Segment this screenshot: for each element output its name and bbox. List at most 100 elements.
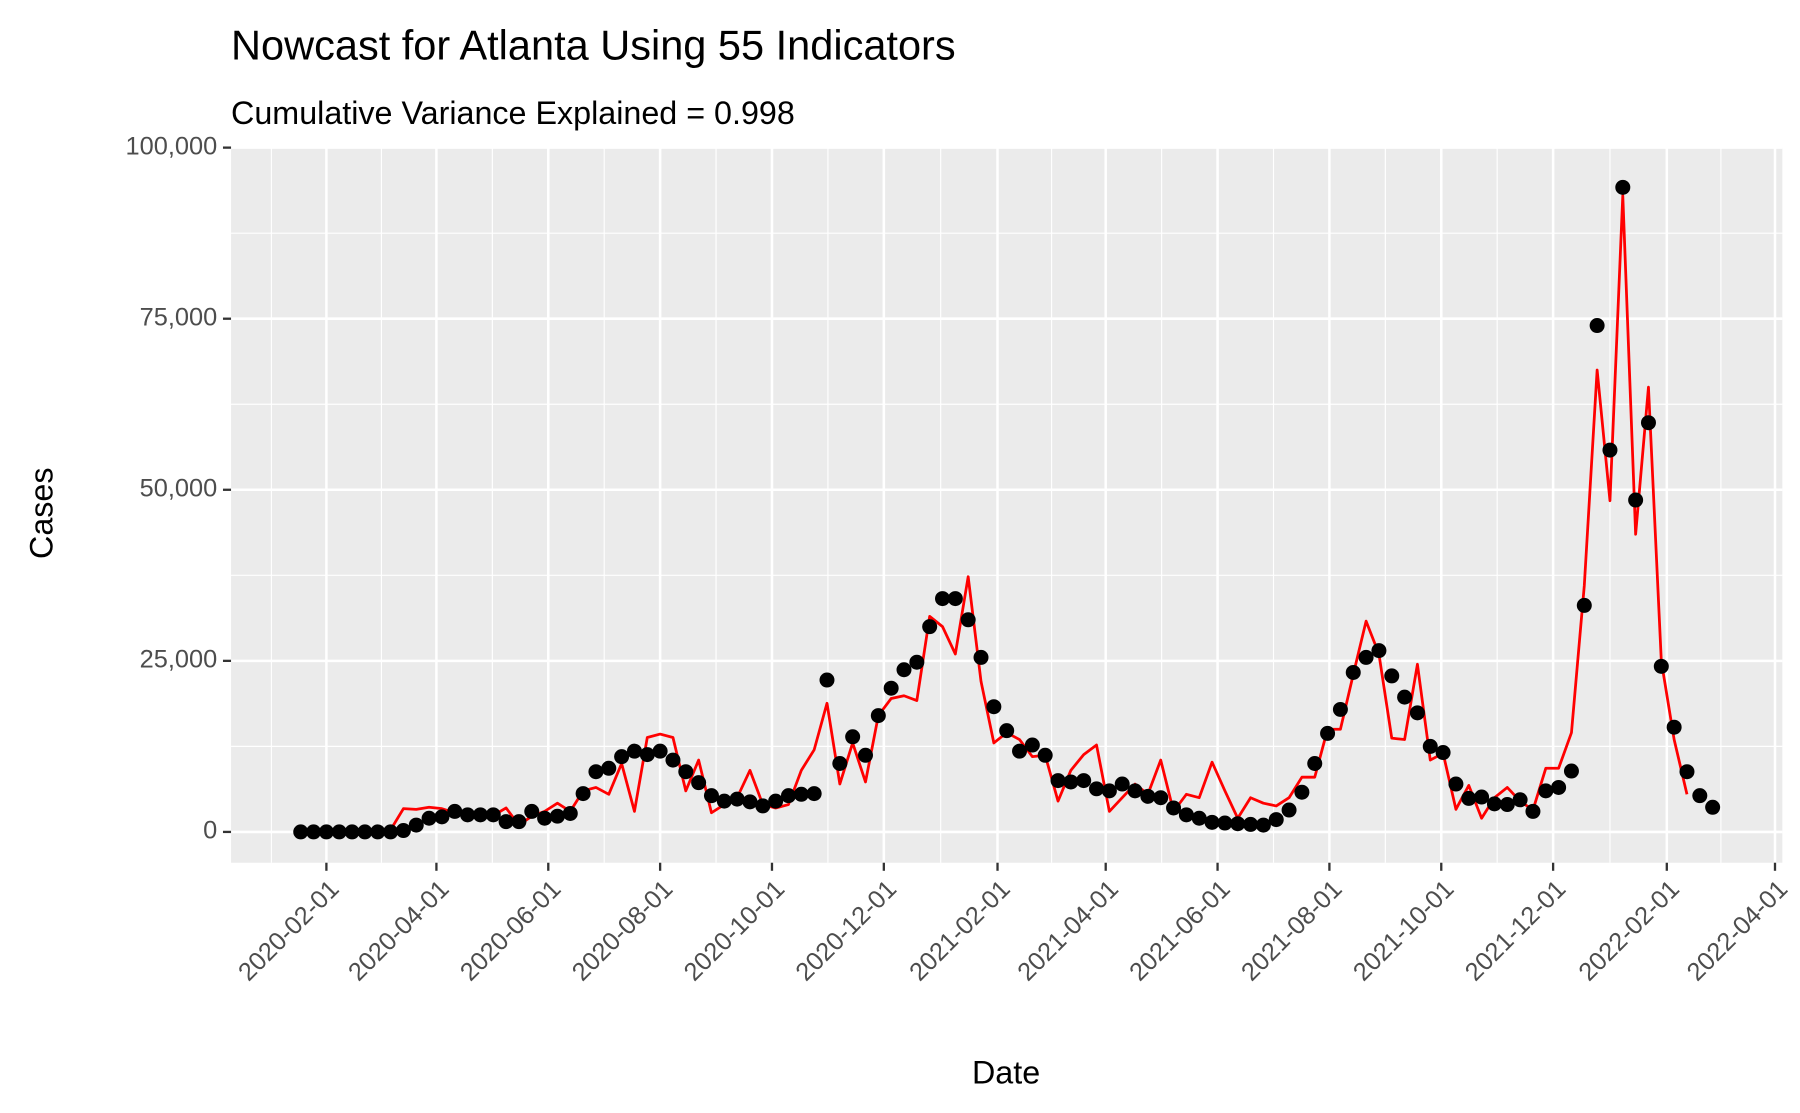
x-tick-label: 2020-06-01 — [455, 875, 567, 987]
data-point — [793, 786, 809, 802]
data-point — [344, 824, 360, 840]
y-tick-label: 100,000 — [126, 132, 218, 160]
data-point — [524, 803, 540, 819]
data-point — [832, 755, 848, 771]
data-point — [1448, 776, 1464, 792]
data-point — [1692, 788, 1708, 804]
data-point — [999, 723, 1015, 739]
data-point — [1538, 783, 1554, 799]
data-point — [716, 793, 732, 809]
data-point — [306, 824, 322, 840]
x-tick-label: 2021-06-01 — [1124, 875, 1236, 987]
data-point — [768, 793, 784, 809]
data-point — [1422, 738, 1438, 754]
data-point — [549, 808, 565, 824]
data-point — [1255, 817, 1271, 833]
data-point — [1127, 783, 1143, 799]
data-point — [1615, 179, 1631, 195]
data-point — [1589, 318, 1605, 334]
data-point — [1705, 799, 1721, 815]
data-point — [652, 743, 668, 759]
data-point — [1050, 773, 1066, 789]
data-point — [498, 814, 514, 830]
data-point — [1653, 658, 1669, 674]
data-point — [1063, 774, 1079, 790]
data-point — [1114, 776, 1130, 792]
data-point — [1166, 800, 1182, 816]
x-tick-label: 2020-02-01 — [233, 875, 345, 987]
x-tick-label: 2020-12-01 — [791, 875, 903, 987]
data-point — [447, 803, 463, 819]
y-tick-label: 25,000 — [140, 646, 218, 674]
data-point — [1332, 701, 1348, 717]
x-tick-label: 2021-08-01 — [1236, 875, 1348, 987]
data-point — [383, 824, 399, 840]
data-point — [1525, 803, 1541, 819]
data-point — [626, 743, 642, 759]
data-point — [1281, 802, 1297, 818]
data-point — [1474, 789, 1490, 805]
data-point — [318, 824, 334, 840]
data-point — [1461, 790, 1477, 806]
x-tick-label: 2020-10-01 — [679, 875, 791, 987]
y-tick-label: 50,000 — [140, 474, 218, 502]
data-point — [1178, 807, 1194, 823]
data-point — [1089, 781, 1105, 797]
data-point — [1602, 442, 1618, 458]
data-point — [1307, 755, 1323, 771]
data-point — [1268, 812, 1284, 828]
data-point — [1101, 783, 1117, 799]
data-point — [1551, 779, 1567, 795]
data-point — [755, 798, 771, 814]
data-point — [1384, 668, 1400, 684]
chart-title: Nowcast for Atlanta Using 55 Indicators — [231, 21, 956, 68]
chart-subtitle: Cumulative Variance Explained = 0.998 — [231, 95, 795, 131]
data-point — [960, 612, 976, 628]
data-point — [460, 807, 476, 823]
data-point — [1679, 764, 1695, 780]
data-point — [562, 805, 578, 821]
data-point — [370, 824, 386, 840]
data-point — [1037, 747, 1053, 763]
data-point — [1153, 790, 1169, 806]
x-axis-title: Date — [972, 1054, 1040, 1090]
data-point — [511, 814, 527, 830]
y-tick-label: 0 — [203, 817, 217, 845]
data-point — [614, 749, 630, 765]
data-point — [1345, 664, 1361, 680]
data-point — [806, 786, 822, 802]
data-point — [472, 807, 488, 823]
data-point — [1024, 737, 1040, 753]
data-point — [742, 794, 758, 810]
data-point — [1294, 784, 1310, 800]
data-point — [870, 708, 886, 724]
data-point — [1576, 597, 1592, 613]
data-point — [1204, 814, 1220, 830]
data-point — [1230, 816, 1246, 832]
x-tick-label: 2020-08-01 — [567, 875, 679, 987]
x-tick-label: 2021-04-01 — [1012, 875, 1124, 987]
data-point — [1666, 719, 1682, 735]
x-tick-label: 2022-02-01 — [1573, 875, 1685, 987]
data-point — [1191, 810, 1207, 826]
data-point — [986, 699, 1002, 715]
data-point — [691, 775, 707, 791]
data-point — [973, 649, 989, 665]
data-point — [1628, 492, 1644, 508]
data-point — [293, 824, 309, 840]
data-point — [819, 672, 835, 688]
data-point — [1397, 689, 1413, 705]
y-axis-title: Cases — [24, 467, 60, 559]
data-point — [1140, 788, 1156, 804]
data-point — [639, 747, 655, 763]
data-point — [357, 824, 373, 840]
data-point — [922, 619, 938, 635]
y-tick-label: 75,000 — [140, 303, 218, 331]
data-point — [1012, 743, 1028, 759]
data-point — [780, 788, 796, 804]
data-point — [331, 824, 347, 840]
data-point — [601, 760, 617, 776]
data-point — [1076, 773, 1092, 789]
data-point — [896, 662, 912, 678]
